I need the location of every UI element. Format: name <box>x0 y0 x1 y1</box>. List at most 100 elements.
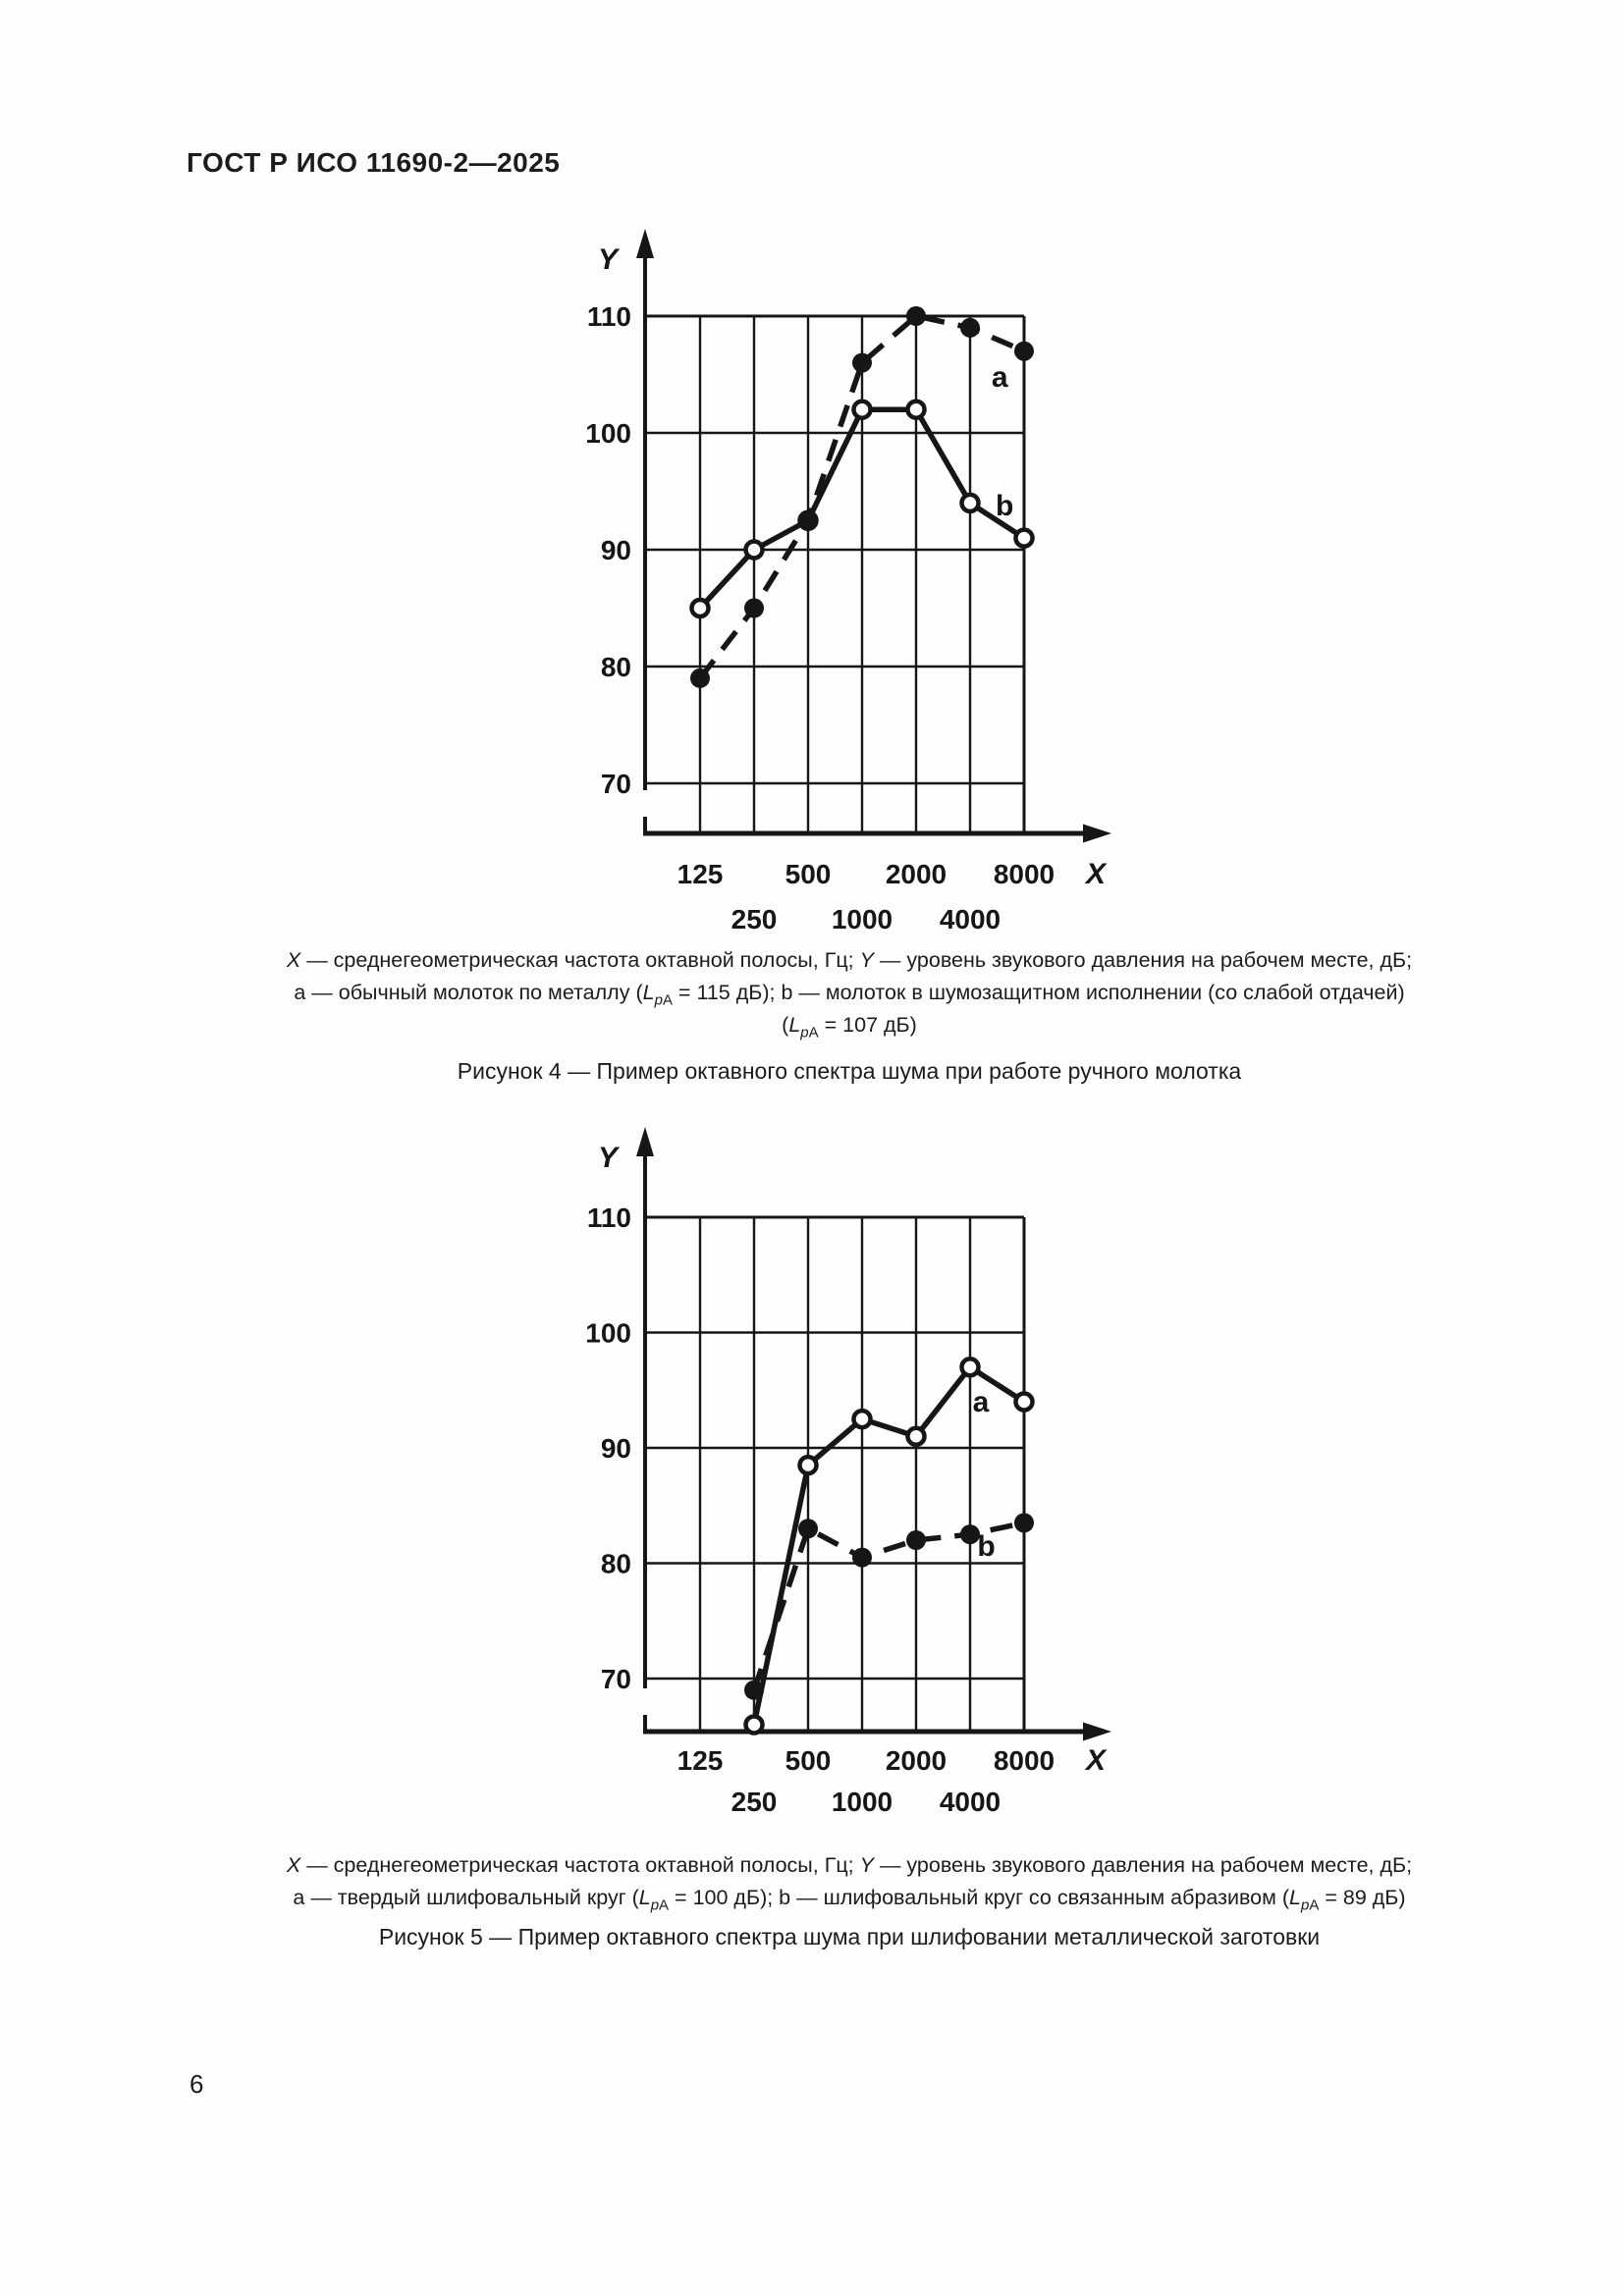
x-axis-arrow <box>1083 824 1111 843</box>
page-number: 6 <box>189 2069 204 2099</box>
level-symbol: L <box>788 1013 801 1037</box>
x-axis-arrow <box>1083 1722 1111 1741</box>
series-a-marker <box>798 510 818 531</box>
figure5-legend-line2: a — твердый шлифовальный круг (LpA = 100… <box>75 1882 1624 1914</box>
y-axis-label: Y <box>598 1142 621 1174</box>
level-symbol: L <box>642 981 655 1004</box>
x-tick-label: 250 <box>731 904 778 934</box>
figure5-chart: 110 100 90 80 70 Y X 125 500 2000 8000 250 1000 4000 a… <box>585 1127 1111 1817</box>
series-b-marker <box>1013 527 1035 549</box>
y-tick-label: 100 <box>585 1318 631 1349</box>
series-a-label: a <box>992 361 1008 394</box>
subscript-p: p <box>650 1896 660 1914</box>
series-b-label: b <box>977 1530 995 1563</box>
series-b-marker <box>743 539 765 561</box>
x-tick-label: 8000 <box>994 1745 1055 1776</box>
subscript-A: A <box>659 1896 670 1914</box>
subscript-p: p <box>654 991 663 1009</box>
x-tick-label: 500 <box>785 859 832 889</box>
y-tick-label: 80 <box>601 652 631 682</box>
y-tick-label: 70 <box>601 769 631 799</box>
series-a-label: a <box>973 1386 990 1418</box>
subscript-A: A <box>662 991 673 1009</box>
legend-text: = 89 дБ) <box>1319 1886 1406 1909</box>
x-tick-label: 500 <box>785 1745 832 1776</box>
y-axis-label: Y <box>598 243 621 276</box>
legend-text: = 100 дБ); b — шлифовальный круг со связ… <box>669 1886 1290 1909</box>
x-tick-label: 125 <box>677 1745 724 1776</box>
figure5-legend-line1: X — среднегеометрическая частота октавно… <box>75 1849 1624 1882</box>
x-axis-symbol: X <box>286 948 301 972</box>
series-b-line <box>751 1520 1025 1691</box>
x-axis-symbol: X <box>286 1853 301 1877</box>
x-tick-label: 2000 <box>886 1745 947 1776</box>
series-a-marker <box>852 352 872 373</box>
page-header-title: ГОСТ Р ИСО 11690-2—2025 <box>187 147 561 178</box>
level-subscript: pA <box>651 1896 669 1913</box>
subscript-A: A <box>808 1024 819 1041</box>
series-b-marker <box>905 399 927 420</box>
series-b-marker <box>689 597 711 619</box>
y-axis-arrow <box>636 1127 654 1156</box>
y-axis-symbol: Y <box>859 1853 874 1877</box>
series-b-marker <box>906 1530 926 1550</box>
x-tick-label: 4000 <box>940 1787 1001 1817</box>
x-tick-label: 1000 <box>832 904 893 934</box>
y-tick-label: 110 <box>587 1202 631 1233</box>
legend-text: = 115 дБ); b — молоток в шумозащитном ис… <box>672 981 1405 1004</box>
series-b-marker <box>960 1524 980 1545</box>
y-axis-arrow <box>636 229 654 258</box>
subscript-p: p <box>1301 1896 1310 1914</box>
x-axis-label: X <box>1084 1744 1108 1777</box>
series-a-marker <box>905 1425 927 1447</box>
series-a-marker <box>959 1357 981 1378</box>
series-a-marker <box>797 1454 819 1476</box>
x-axis-label: X <box>1084 858 1108 890</box>
figure4-legend-line1: X — среднегеометрическая частота октавно… <box>75 944 1624 977</box>
series-b-marker <box>959 492 981 514</box>
x-tick-label: 2000 <box>886 859 947 889</box>
figure4-caption: Рисунок 4 — Пример октавного спектра шум… <box>457 1058 1242 1084</box>
series-a-marker <box>906 306 926 326</box>
series-a-line <box>751 1364 1026 1726</box>
legend-text: = 107 дБ) <box>818 1013 917 1037</box>
y-axis-symbol: Y <box>859 948 874 972</box>
series-a-marker <box>1014 341 1034 361</box>
level-subscript: pA <box>655 991 673 1008</box>
series-a-marker <box>743 1714 765 1735</box>
legend-text: — среднегеометрическая частота октавной … <box>300 948 860 972</box>
series-a-marker <box>1013 1391 1035 1413</box>
series-b-label: b <box>996 490 1013 522</box>
legend-text: — среднегеометрическая частота октавной … <box>300 1853 860 1877</box>
series-a-marker <box>690 667 710 688</box>
legend-text: — уровень звукового давления на рабочем … <box>873 1853 1413 1877</box>
x-tick-label: 250 <box>731 1787 778 1817</box>
series-b-marker <box>851 399 873 420</box>
level-symbol: L <box>1289 1886 1302 1909</box>
series-b-marker <box>852 1547 872 1568</box>
x-tick-label: 8000 <box>994 859 1055 889</box>
level-symbol: L <box>638 1886 651 1909</box>
figure4-legend-line3: (LpA = 107 дБ) <box>75 1009 1624 1041</box>
series-a-marker <box>744 598 764 618</box>
y-tick-label: 90 <box>601 535 631 565</box>
legend-text: a — обычный молоток по металлу ( <box>294 981 643 1004</box>
figure5-caption: Рисунок 5 — Пример октавного спектра шум… <box>378 1924 1321 1949</box>
y-tick-label: 110 <box>587 301 631 332</box>
subscript-A: A <box>1309 1896 1320 1914</box>
series-b-marker <box>1014 1513 1034 1533</box>
legend-text: a — твердый шлифовальный круг ( <box>293 1886 639 1909</box>
series-a-marker <box>960 317 980 338</box>
series-a-marker <box>851 1408 873 1430</box>
x-tick-label: 1000 <box>832 1787 893 1817</box>
figure5-legend: X — среднегеометрическая частота октавно… <box>75 1849 1624 1914</box>
series-b-marker <box>798 1519 818 1539</box>
legend-text: — уровень звукового давления на рабочем … <box>873 948 1413 972</box>
level-subscript: pA <box>800 1024 818 1041</box>
y-tick-label: 70 <box>601 1664 631 1694</box>
figure4-legend-line2: a — обычный молоток по металлу (LpA = 11… <box>75 977 1624 1009</box>
y-tick-label: 90 <box>601 1433 631 1464</box>
x-tick-label: 125 <box>677 859 724 889</box>
legend-text: ( <box>782 1013 789 1037</box>
